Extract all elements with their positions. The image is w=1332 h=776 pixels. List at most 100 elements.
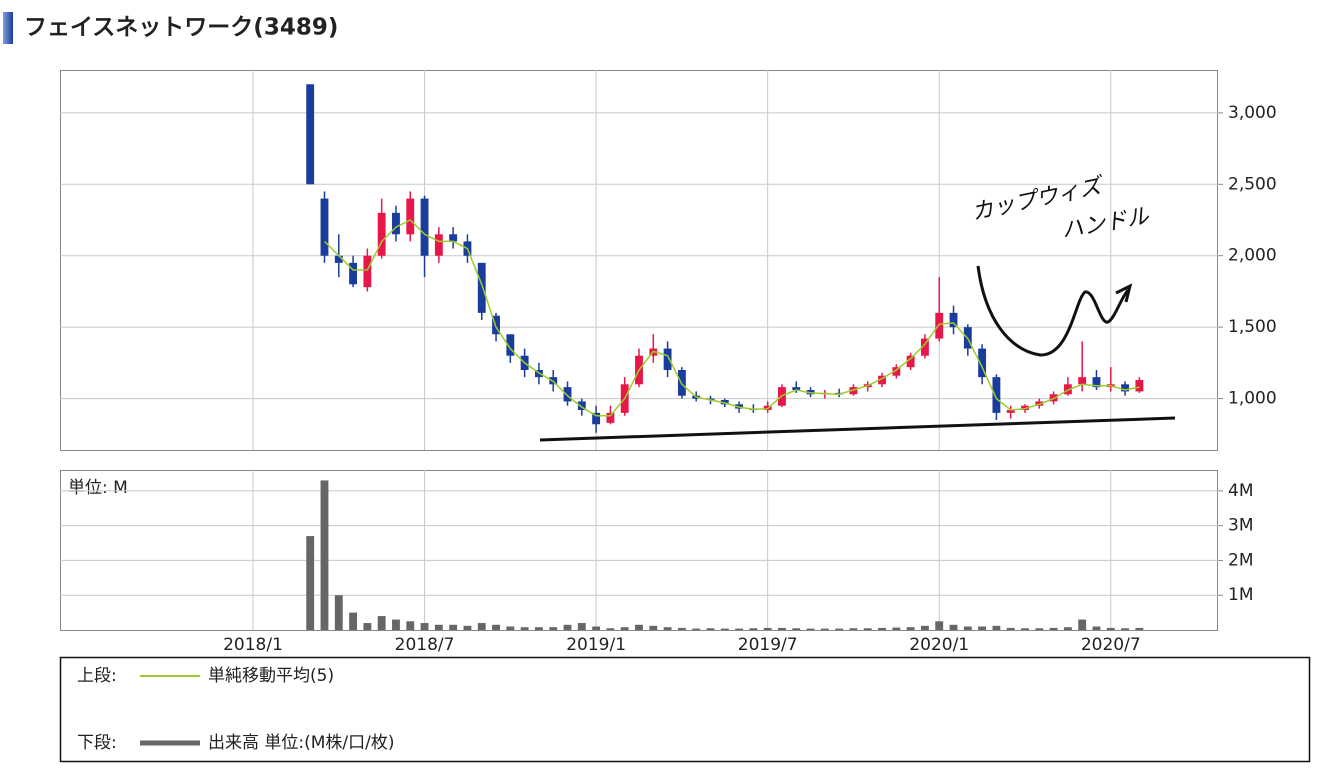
volume-bar — [520, 627, 529, 630]
volume-bar — [920, 625, 929, 630]
candle-body — [434, 234, 443, 256]
y-tick-label: 1M — [1228, 585, 1253, 605]
legend-entry: 単純移動平均(5) — [208, 666, 334, 686]
volume-unit: 単位: M — [68, 478, 128, 498]
candle-body — [406, 198, 415, 235]
candle-body — [978, 348, 987, 378]
volume-bar — [649, 625, 658, 630]
volume-bar — [1135, 627, 1144, 630]
volume-bar — [477, 623, 486, 630]
y-tick-label: 2M — [1228, 550, 1253, 570]
candle-body — [420, 198, 429, 256]
candle-body — [577, 401, 586, 410]
x-tick-label: 2018/7 — [395, 635, 455, 655]
volume-bar — [1006, 627, 1015, 630]
volume-bar — [363, 623, 372, 630]
volume-bar — [835, 628, 844, 630]
volume-bar — [406, 621, 415, 630]
volume-bar — [763, 627, 772, 630]
candle-body — [349, 262, 358, 285]
volume-bar — [806, 628, 815, 630]
volume-bar — [506, 626, 515, 630]
candle-body — [506, 334, 515, 356]
candle-body — [377, 212, 386, 256]
y-tick-label: 2,000 — [1228, 246, 1277, 266]
volume-bar — [849, 628, 858, 630]
candle-body — [878, 375, 886, 385]
volume-bar — [563, 624, 572, 630]
volume-bar — [677, 627, 686, 630]
volume-bar — [534, 627, 543, 630]
volume-bar — [963, 626, 972, 630]
volume-bar — [906, 627, 915, 630]
volume-bar — [492, 624, 500, 630]
candle-body — [477, 262, 486, 313]
candle-body — [935, 312, 944, 339]
volume-bar — [320, 480, 329, 630]
volume-bar — [935, 621, 944, 630]
volume-bar — [1035, 628, 1044, 630]
candle-body — [920, 338, 929, 356]
candle-body — [949, 312, 958, 328]
candle-body — [449, 234, 458, 242]
volume-bar — [735, 628, 744, 630]
volume-bar — [1021, 628, 1029, 630]
volume-bar — [1106, 627, 1115, 630]
volume-bar — [334, 595, 343, 630]
volume-bar — [692, 628, 701, 630]
volume-bar — [592, 626, 601, 630]
candle-body — [1006, 410, 1015, 413]
volume-bar — [778, 627, 786, 630]
volume-bar — [1049, 627, 1058, 630]
ma-line — [323, 219, 1140, 417]
volume-bar — [635, 624, 643, 630]
candle-body — [592, 412, 601, 425]
candle-body — [1078, 377, 1087, 385]
y-tick-label: 1,500 — [1228, 317, 1277, 337]
title-icon — [3, 12, 13, 44]
trend-line — [539, 416, 1176, 442]
volume-bar — [1078, 619, 1087, 630]
volume-bar — [306, 536, 315, 630]
volume-bar — [892, 627, 901, 630]
candle-body — [334, 255, 343, 263]
volume-bar — [549, 627, 558, 630]
volume-bar — [392, 619, 400, 630]
price-panel — [60, 70, 1218, 451]
x-tick-label: 2018/1 — [223, 635, 283, 655]
candle-body — [1135, 380, 1144, 392]
volume-bar — [992, 625, 1001, 630]
volume-bar — [949, 624, 958, 630]
y-tick-label: 1,000 — [1228, 389, 1277, 409]
x-tick-label: 2019/7 — [738, 635, 798, 655]
candle-body — [606, 412, 615, 423]
volume-bar — [792, 628, 801, 630]
volume-bar — [706, 628, 715, 630]
volume-bar — [878, 627, 886, 630]
candle-body — [992, 377, 1001, 413]
volume-bar — [1092, 626, 1101, 630]
candle-body — [320, 198, 329, 256]
handwriting: カップウィズ ハンドル — [539, 173, 1176, 442]
volume-bar — [1063, 627, 1072, 630]
volume-bar — [978, 626, 987, 630]
volume-bar — [349, 612, 358, 630]
volume-bar — [620, 627, 629, 630]
legend-upper-label: 上段: — [77, 666, 117, 686]
volume-bar — [577, 623, 586, 630]
candle-body — [906, 355, 915, 368]
legend-entry: 出来高 単位:(M株/口/枚) — [208, 733, 395, 753]
candle-body — [306, 84, 315, 185]
y-tick-label: 2,500 — [1228, 174, 1277, 194]
cup-sketch — [976, 265, 1133, 357]
y-tick-label: 4M — [1228, 481, 1253, 501]
volume-panel — [60, 470, 1218, 631]
x-tick-label: 2019/1 — [566, 635, 626, 655]
volume-bar — [720, 628, 729, 630]
y-tick-label: 3M — [1228, 516, 1253, 536]
legend-lower-label: 下段: — [77, 733, 117, 753]
candle-body — [1121, 384, 1130, 392]
candle-body — [1092, 377, 1101, 388]
x-tick-label: 2020/7 — [1081, 635, 1141, 655]
